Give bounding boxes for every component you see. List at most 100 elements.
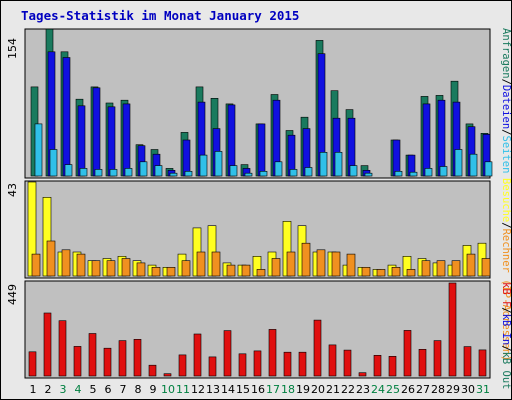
day-tick-label: 8: [135, 383, 142, 396]
kbf-bar: [403, 330, 412, 377]
sites-bar: [481, 258, 491, 277]
day-tick-label: 28: [431, 383, 445, 396]
legend-entry: Seiten: [500, 136, 512, 174]
sites-bar: [121, 258, 131, 277]
pages-bar: [184, 171, 193, 177]
pages-bar: [94, 169, 103, 177]
sites-bar: [166, 266, 176, 277]
pages-bar: [139, 161, 148, 177]
day-tick-label: 20: [311, 383, 325, 396]
kbf-bar: [148, 364, 157, 377]
day-tick-label: 19: [296, 383, 310, 396]
sites-bar: [436, 260, 446, 277]
files-bar: [77, 105, 86, 177]
pages-bar: [124, 168, 133, 177]
pages-bar: [214, 151, 223, 177]
kbf-bar: [178, 354, 187, 377]
sites-bar: [61, 249, 71, 277]
pages-bar: [364, 172, 373, 177]
pages-bar: [49, 149, 58, 177]
sites-bar: [331, 251, 341, 277]
kbf-bar: [343, 349, 352, 377]
sites-bar: [151, 266, 161, 277]
legend-entry: Dateien: [500, 85, 512, 129]
files-bar: [107, 106, 116, 177]
pages-bar: [274, 161, 283, 177]
kbf-bar: [223, 330, 232, 377]
pages-bar: [484, 161, 493, 177]
sites-bar: [406, 269, 416, 277]
sites-bar: [76, 253, 86, 277]
legend-entry: /: [500, 129, 512, 135]
day-tick-label: 11: [176, 383, 190, 396]
day-tick-label: 22: [341, 383, 355, 396]
day-tick-label: 2: [45, 383, 52, 396]
sites-bar: [346, 253, 356, 277]
day-tick-label: 6: [105, 383, 112, 396]
pages-bar: [439, 166, 448, 177]
sites-bar: [91, 260, 101, 277]
kbf-bar: [283, 351, 292, 377]
sites-bar: [286, 251, 296, 277]
pages-bar: [34, 123, 43, 177]
sites-bar: [421, 260, 431, 277]
day-tick-label: 13: [206, 383, 220, 396]
kbf-bar: [463, 346, 472, 377]
sites-bar: [361, 266, 371, 277]
sites-bar: [31, 253, 41, 277]
pages-bar: [169, 172, 178, 177]
pages-bar: [259, 171, 268, 177]
day-tick-label: 1: [30, 383, 37, 396]
day-tick-label: 9: [150, 383, 157, 396]
day-tick-label: 23: [356, 383, 370, 396]
sites-bar: [376, 269, 386, 277]
pages-bar: [229, 165, 238, 177]
kbf-bar: [268, 329, 277, 377]
pages-bar: [64, 164, 73, 177]
kbf-bar: [478, 349, 487, 377]
kbf-bar: [238, 353, 247, 377]
pages-bar: [334, 152, 343, 177]
legend-entry: /: [500, 307, 512, 313]
day-tick-label: 26: [401, 383, 415, 396]
day-tick-label: 30: [461, 383, 475, 396]
sites-bar: [106, 260, 116, 277]
files-bar: [422, 103, 431, 177]
files-bar: [392, 139, 401, 177]
pages-bar: [319, 152, 328, 177]
kbf-bar: [388, 355, 397, 377]
day-tick-label: 31: [476, 383, 490, 396]
sites-bar: [391, 266, 401, 277]
kbf-bar: [163, 373, 172, 377]
day-tick-label: 16: [251, 383, 265, 396]
pages-bar: [289, 169, 298, 177]
top-panel-legend: Anfragen/Dateien/Seiten: [500, 28, 512, 173]
day-tick-label: 24: [371, 383, 385, 396]
kbf-bar: [298, 351, 307, 377]
day-tick-label: 21: [326, 383, 340, 396]
top-ymax-label: 154: [6, 38, 19, 59]
legend-entry: kB F: [500, 282, 512, 307]
pages-bar: [394, 171, 403, 177]
kbf-bar: [43, 312, 52, 377]
middle-ymax-label: 43: [6, 183, 19, 197]
kbf-bar: [193, 333, 202, 377]
kbf-bar: [103, 347, 112, 377]
pages-bar: [79, 168, 88, 177]
day-tick-label: 15: [236, 383, 250, 396]
sites-bar: [136, 262, 146, 277]
kbf-bar: [118, 340, 127, 377]
day-tick-label: 25: [386, 383, 400, 396]
pages-bar: [454, 149, 463, 177]
legend-entry: /: [500, 345, 512, 351]
legend-entry: kB In: [500, 314, 512, 346]
day-tick-label: 27: [416, 383, 430, 396]
bottom-panel-legend: kB F/kB In/kB Out: [500, 282, 512, 390]
sites-bar: [466, 253, 476, 277]
pages-bar: [199, 154, 208, 177]
files-bar: [437, 99, 446, 177]
day-tick-label: 4: [75, 383, 82, 396]
pages-bar: [304, 167, 313, 177]
pages-bar: [424, 168, 433, 177]
